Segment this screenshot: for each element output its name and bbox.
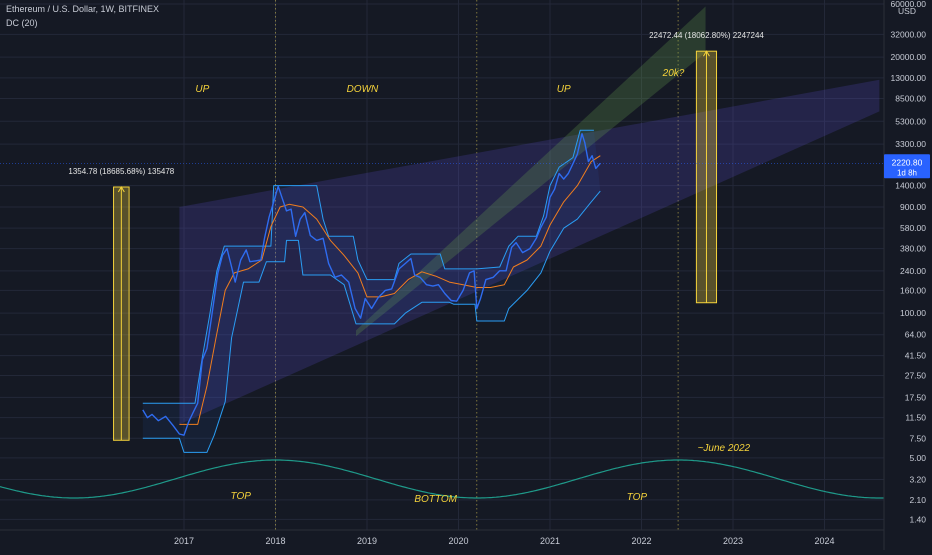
cycle-date-label: ~June 2022: [698, 443, 751, 454]
donchian-lower-line: [142, 190, 601, 453]
price-line: [142, 132, 601, 436]
measure-boxes: 1354.78 (18685.68%) 135478 22472.44 (1806…: [68, 31, 764, 441]
cycle-boundary-lines: [275, 0, 679, 530]
y-tick-label: 11.50: [905, 413, 926, 423]
series-layer: [142, 129, 601, 453]
y-tick-label: 160.00: [900, 285, 926, 295]
x-tick-label: 2023: [723, 536, 743, 546]
cycle-label: TOP: [627, 492, 648, 503]
measure-arrow-head: [703, 50, 710, 57]
y-tick-label: 3300.00: [895, 139, 926, 149]
indicator-label[interactable]: DC (20): [6, 18, 38, 28]
y-tick-label: 240.00: [900, 266, 926, 276]
y-tick-label: 64.00: [905, 330, 927, 340]
measure-label: 22472.44 (18062.80%) 2247244: [649, 31, 764, 40]
y-tick-label: 20000.00: [891, 52, 927, 62]
x-tick-label: 2024: [814, 536, 834, 546]
cycle-label: TOP: [231, 491, 252, 502]
x-tick-label: 2020: [448, 536, 468, 546]
y-tick-label: 3.20: [909, 474, 926, 484]
currency-label: USD: [898, 6, 916, 16]
cycle-label: BOTTOM: [414, 494, 457, 505]
y-tick-label: 7.50: [909, 433, 926, 443]
y-tick-label: 5300.00: [895, 116, 926, 126]
measure-label: 1354.78 (18685.68%) 135478: [68, 167, 174, 176]
phase-label: UP: [557, 84, 571, 95]
y-tick-label: 32000.00: [891, 29, 927, 39]
y-tick-label: 2.10: [909, 495, 926, 505]
y-tick-label: 60000.00: [891, 0, 927, 9]
donchian-basis-line: [179, 155, 601, 425]
y-tick-label: 27.50: [905, 371, 927, 381]
y-tick-label: 1.40: [909, 514, 926, 524]
x-tick-label: 2017: [174, 536, 194, 546]
y-tick-label: 580.00: [900, 223, 926, 233]
current-price-badge[interactable]: [884, 154, 930, 179]
annotation-labels: UP DOWN UP 20k? TOP BOTTOM TOP ~June 2022: [195, 68, 750, 505]
y-tick-label: 1400.00: [895, 181, 926, 191]
bar-countdown: 1d 8h: [897, 168, 917, 177]
y-tick-label: 8500.00: [895, 93, 926, 103]
x-tick-label: 2022: [631, 536, 651, 546]
y-tick-label: 100.00: [900, 308, 926, 318]
measure-arrow-head: [117, 186, 125, 193]
symbol-title: Ethereum / U.S. Dollar, 1W, BITFINEX: [6, 4, 160, 14]
x-tick-label: 2018: [265, 536, 285, 546]
y-tick-label: 5.00: [909, 453, 926, 463]
phase-label: DOWN: [347, 84, 379, 95]
phase-label: 20k?: [662, 68, 685, 79]
y-tick-label: 380.00: [900, 244, 926, 254]
y-tick-label: 900.00: [900, 202, 926, 212]
trend-channels: [179, 6, 880, 425]
y-tick-label: 41.50: [905, 351, 927, 361]
green-channel: [356, 6, 706, 337]
time-axis: 2017 2018 2019 2020 2021 2022 2023 2024: [0, 529, 884, 546]
y-tick-label: 13000.00: [891, 73, 927, 83]
x-tick-label: 2019: [357, 536, 377, 546]
current-price-value: 2220.80: [892, 157, 923, 167]
y-tick-label: 17.50: [905, 392, 927, 402]
donchian-fill: [142, 130, 601, 453]
cycle-wave: [0, 459, 884, 499]
phase-label: UP: [195, 84, 209, 95]
donchian-upper-line: [142, 129, 594, 404]
x-tick-label: 2021: [540, 536, 560, 546]
purple-channel: [179, 79, 880, 425]
cycle-sine-wave: [0, 459, 884, 499]
